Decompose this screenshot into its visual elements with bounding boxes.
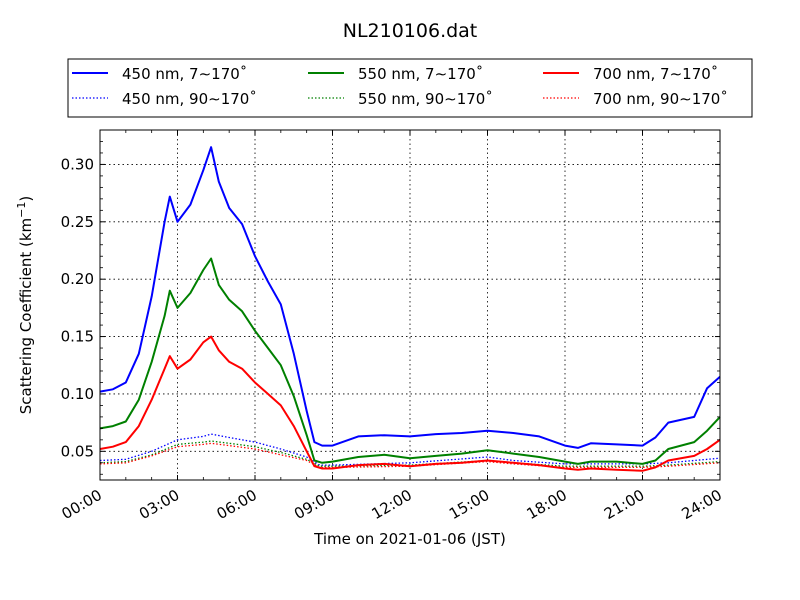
legend-label-2: 700 nm, 7∼170˚ [593, 65, 718, 83]
legend-label-0: 450 nm, 7∼170˚ [122, 65, 247, 83]
series-line-2 [99, 335, 721, 472]
series-line-0 [99, 146, 721, 449]
legend-label-1: 550 nm, 7∼170˚ [358, 65, 483, 83]
series-line-1 [99, 257, 721, 465]
y-tick-label: 0.10 [61, 385, 94, 403]
series-line-5 [99, 442, 721, 469]
y-tick-label: 0.25 [61, 213, 94, 231]
legend: 450 nm, 7∼170˚ 550 nm, 7∼170˚ 700 nm, 7∼17… [67, 58, 753, 118]
y-tick-label: 0.30 [61, 155, 94, 173]
x-axis-label: Time on 2021-01-06 (JST) [313, 530, 506, 548]
series-line-3 [99, 433, 721, 466]
legend-label-5: 700 nm, 90∼170˚ [593, 90, 728, 108]
y-tick-label: 0.05 [61, 442, 94, 460]
y-tick-label: 0.20 [61, 270, 94, 288]
chart-title: NL210106.dat [343, 20, 478, 42]
y-tick-label: 0.15 [61, 328, 94, 346]
legend-label-4: 550 nm, 90∼170˚ [358, 90, 493, 108]
y-axis-label: Scattering Coefficient (km−1) [15, 196, 35, 415]
series-group [99, 146, 721, 472]
legend-label-3: 450 nm, 90∼170˚ [122, 90, 257, 108]
